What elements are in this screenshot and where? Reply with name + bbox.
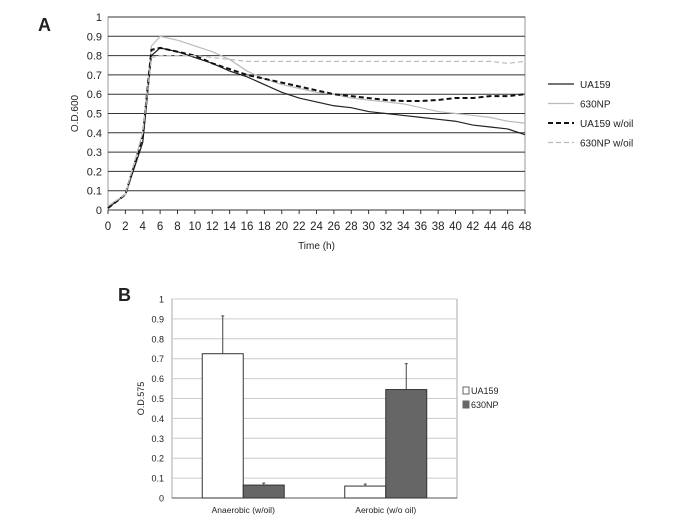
x-tick-label: 0 (105, 221, 111, 233)
series-line-630np-w-oil (107, 54, 526, 207)
x-tick-label: 36 (414, 221, 427, 233)
legend-swatch (462, 400, 470, 409)
y-tick-label: 0.6 (87, 89, 102, 101)
chart-a-growth-curve: 00.10.20.30.40.50.60.70.80.910 2 4 6 8 10 12 14… (70, 12, 633, 252)
x-tick-label: 42 (466, 221, 479, 233)
y-tick-label: 0.1 (87, 186, 102, 198)
y-tick-label: 0.7 (151, 354, 164, 364)
x-tick-label: 6 (157, 221, 163, 233)
y-tick-label: 0.1 (151, 474, 164, 484)
x-tick-label: 18 (258, 221, 271, 233)
bar-630np (385, 389, 428, 499)
x-tick-label: 2 (122, 221, 128, 233)
legend-label: UA159 w/oil (580, 119, 633, 130)
x-tick-label: 14 (223, 221, 236, 233)
x-tick-label: 26 (327, 221, 340, 233)
x-tick-label: 16 (241, 221, 254, 233)
x-axis-title: Time (h) (298, 241, 335, 252)
x-tick-label: 40 (449, 221, 462, 233)
legend-label: 630NP w/oil (580, 139, 633, 150)
panel-label-b: B (118, 285, 131, 305)
x-tick-label: 8 (174, 221, 180, 233)
x-tick-label: 30 (362, 221, 375, 233)
y-tick-label: 0.2 (151, 454, 164, 464)
y-axis-title: O.D.600 (70, 94, 81, 132)
y-tick-label: 0.2 (87, 166, 102, 178)
y-tick-label: 0.8 (151, 334, 164, 344)
y-tick-label: 0.4 (151, 414, 164, 424)
y-tick-label: 1 (159, 295, 164, 305)
chart-b-bar-chart: 0 0.1 0.2 0.3 0.4 0.5 0.6 0.7 0.8 0.9 1 O.D.575 Anae… (136, 295, 499, 516)
legend-label: UA159 (580, 80, 611, 91)
panel-label-a: A (38, 15, 51, 35)
x-tick-label: 34 (397, 221, 410, 233)
legend-label: 630NP (471, 400, 499, 410)
bar-ua159 (201, 353, 244, 499)
y-tick-label: 0.9 (151, 314, 164, 324)
bar-630np (242, 484, 285, 499)
series-line-ua159 (107, 47, 526, 209)
x-tick-label: 44 (484, 221, 497, 233)
y-tick-label: 0 (96, 205, 102, 217)
y-tick-label: 0.4 (87, 128, 102, 140)
y-tick-label: 0.3 (87, 147, 102, 159)
category-label: Aerobic (w/o oil) (355, 505, 416, 515)
x-tick-label: 32 (380, 221, 393, 233)
x-tick-label: 24 (310, 221, 323, 233)
y-tick-label: 0.7 (87, 70, 102, 82)
y-tick-label: 0.5 (87, 109, 102, 121)
y-tick-label: 1 (96, 12, 102, 24)
y-tick-label: 0.8 (87, 51, 102, 63)
series-line-ua159-w-oil (107, 46, 526, 209)
y-tick-label: 0 (159, 494, 164, 504)
legend-swatch (462, 386, 470, 395)
x-tick-label: 10 (188, 221, 201, 233)
x-tick-label: 20 (275, 221, 288, 233)
series-line-630np (107, 35, 526, 207)
bar-ua159 (344, 485, 387, 499)
y-tick-label: 0.3 (151, 434, 164, 444)
y-tick-label: 0.6 (151, 374, 164, 384)
category-label: Anaerobic (w/oil) (212, 505, 275, 515)
y-tick-label: 0.9 (87, 31, 102, 43)
y-tick-label: 0.5 (151, 394, 164, 404)
y-axis-title: O.D.575 (136, 382, 146, 416)
x-tick-label: 48 (519, 221, 532, 233)
x-tick-label: 22 (293, 221, 306, 233)
x-tick-label: 12 (206, 221, 219, 233)
x-tick-label: 38 (432, 221, 445, 233)
x-tick-label: 4 (140, 221, 147, 233)
x-tick-label: 46 (501, 221, 514, 233)
legend-label: UA159 (471, 386, 499, 396)
legend-label: 630NP (580, 100, 611, 111)
x-tick-label: 28 (345, 221, 358, 233)
